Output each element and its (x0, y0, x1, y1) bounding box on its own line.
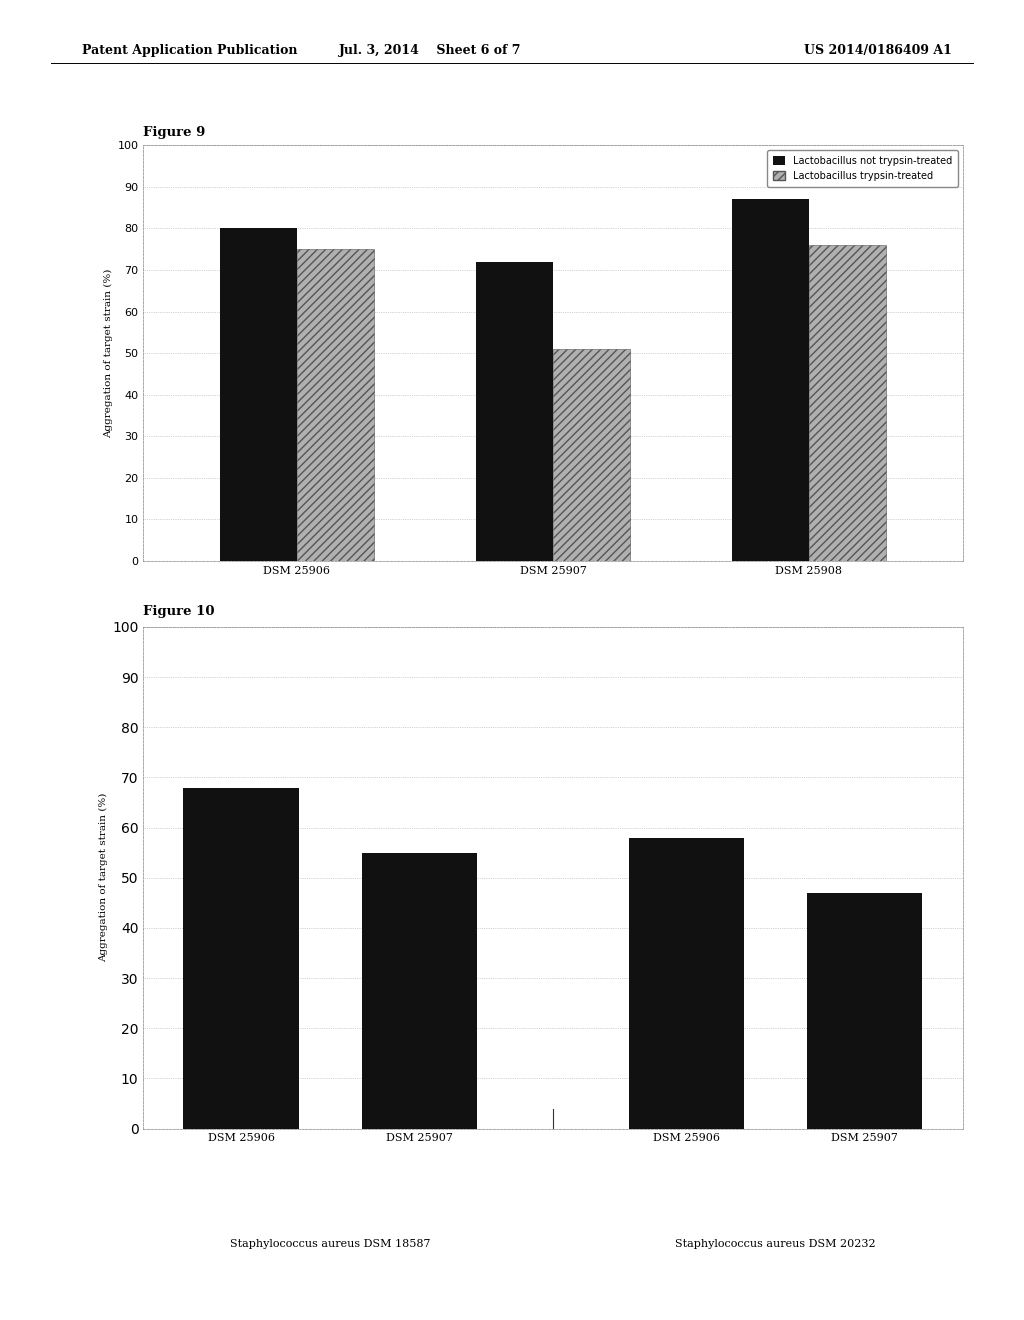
Bar (220, 228, 297, 561)
Bar (476, 261, 553, 561)
Y-axis label: Aggregation of target strain (%): Aggregation of target strain (%) (104, 268, 114, 438)
Text: US 2014/0186409 A1: US 2014/0186409 A1 (805, 44, 952, 57)
Legend: Lactobacillus not trypsin-treated, Lactobacillus trypsin-treated: Lactobacillus not trypsin-treated, Lacto… (767, 150, 957, 186)
Text: Figure 10: Figure 10 (143, 605, 215, 618)
Text: Staphylococcus aureus DSM 18587: Staphylococcus aureus DSM 18587 (230, 1239, 431, 1249)
Text: Figure 9: Figure 9 (143, 125, 206, 139)
Text: Staphylococcus aureus DSM 20232: Staphylococcus aureus DSM 20232 (675, 1239, 876, 1249)
Y-axis label: Aggregation of target strain (%): Aggregation of target strain (%) (99, 793, 108, 962)
Bar (732, 199, 809, 561)
Bar (361, 853, 477, 1129)
Bar (807, 892, 923, 1129)
Bar (809, 246, 886, 561)
Text: Patent Application Publication: Patent Application Publication (82, 44, 297, 57)
Bar (183, 788, 299, 1129)
Bar (553, 348, 630, 561)
Text: Jul. 3, 2014    Sheet 6 of 7: Jul. 3, 2014 Sheet 6 of 7 (339, 44, 521, 57)
Bar (629, 838, 744, 1129)
Bar (297, 249, 374, 561)
